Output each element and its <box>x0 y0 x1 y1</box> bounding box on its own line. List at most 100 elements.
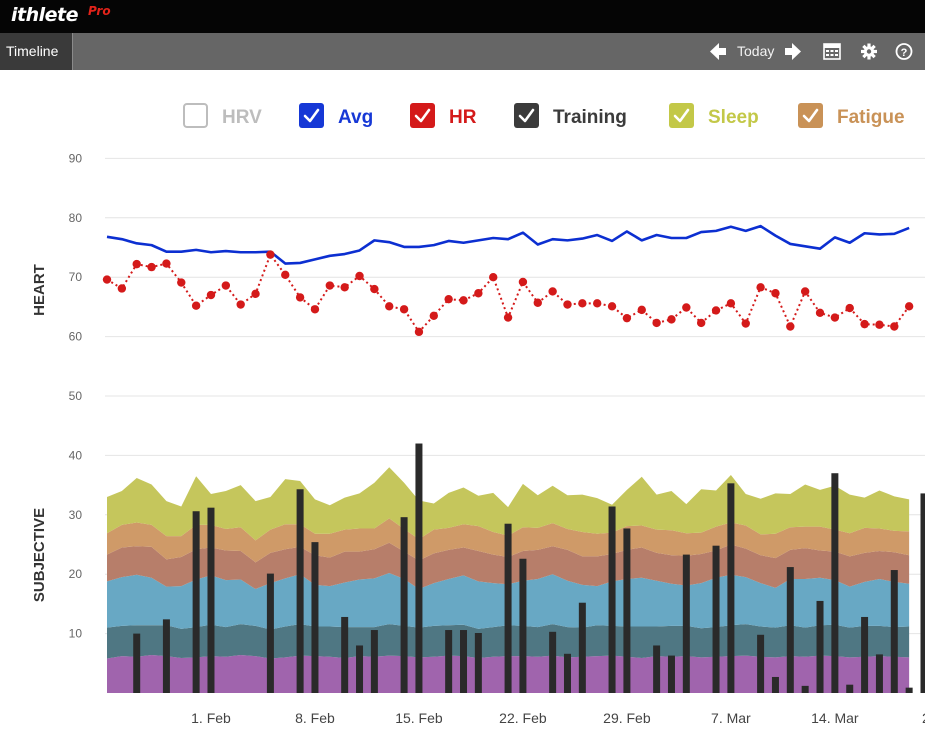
hr-point <box>904 302 914 311</box>
hr-point <box>385 302 394 311</box>
hr-point <box>429 311 438 321</box>
hr-point <box>340 283 349 292</box>
hr-point <box>503 313 513 322</box>
hr-point <box>310 305 320 314</box>
hr-point <box>607 302 617 311</box>
hr-point <box>563 300 572 309</box>
legend-label: Fatigue <box>837 107 905 128</box>
legend-hrv[interactable]: HRV <box>183 103 262 128</box>
training-bar <box>801 685 809 693</box>
hr-point <box>890 322 899 331</box>
training-bar <box>474 633 482 693</box>
training-bar <box>563 653 571 693</box>
x-tick-label-cut: 2 <box>922 710 925 726</box>
y-tick-label: 80 <box>69 211 83 225</box>
training-bar <box>712 545 720 693</box>
hr-point <box>370 284 379 294</box>
hr-point <box>206 290 216 300</box>
hr-point <box>845 303 854 313</box>
x-tick-label: 22. Feb <box>499 710 547 726</box>
hr-point <box>102 275 112 284</box>
help-icon[interactable]: ? <box>894 40 914 63</box>
hr-point <box>800 287 810 296</box>
x-tick-label: 14. Mar <box>811 710 859 726</box>
hr-point <box>682 303 691 312</box>
legend-checkbox <box>299 103 324 128</box>
hr-point <box>726 299 736 308</box>
axes: 10 20 30 40 50 60 70 80 90 1. Feb 8. Feb 15. Feb 22.… <box>31 151 925 726</box>
check-icon <box>518 108 535 123</box>
hr-point <box>637 305 646 315</box>
timeline-chart: 10 20 30 40 50 60 70 80 90 1. Feb 8. Feb 15. Feb 22.… <box>31 103 925 726</box>
hr-point <box>266 250 275 259</box>
hr-point <box>355 271 364 281</box>
training-bar <box>400 517 408 693</box>
training-bar <box>460 630 468 693</box>
y-tick-label: 60 <box>69 330 83 344</box>
hr-point <box>162 259 171 268</box>
calendar-icon[interactable] <box>822 40 842 63</box>
y-tick-label: 30 <box>69 508 83 522</box>
hr-point <box>711 306 721 315</box>
x-tick-label: 7. Mar <box>711 710 751 726</box>
training-bar <box>727 483 735 693</box>
legend-avg[interactable]: Avg <box>299 103 373 128</box>
training-bar <box>192 511 200 693</box>
legend-checkbox <box>410 103 435 128</box>
hr-point <box>281 270 290 280</box>
training-bar <box>341 616 349 693</box>
legend-label: HR <box>449 107 477 128</box>
arrow-left-icon[interactable] <box>708 40 728 63</box>
hr-point <box>414 327 424 337</box>
hr-point <box>489 273 498 282</box>
hr-point <box>117 284 127 293</box>
training-bar <box>757 634 765 693</box>
y-tick-label: 90 <box>69 151 83 165</box>
hr-point <box>399 305 409 314</box>
legend-hr[interactable]: HR <box>410 103 477 128</box>
today-button[interactable]: Today <box>737 43 775 59</box>
training-bar <box>445 630 453 693</box>
training-bars <box>133 443 925 693</box>
training-bar <box>266 573 274 693</box>
x-tick-label: 29. Feb <box>603 710 651 726</box>
training-bar <box>519 558 527 693</box>
x-tick-label: 1. Feb <box>191 710 231 726</box>
arrow-right-icon[interactable] <box>783 40 803 63</box>
x-tick-label: 8. Feb <box>295 710 335 726</box>
legend-sleep[interactable]: Sleep <box>669 103 759 128</box>
legend-training[interactable]: Training <box>514 103 627 128</box>
hr-point <box>251 289 260 299</box>
hr-point <box>191 301 201 310</box>
training-bar <box>667 655 675 693</box>
y-axis-title-heart: HEART <box>31 264 48 316</box>
hr-point <box>533 298 542 307</box>
training-bar <box>370 630 378 693</box>
training-bar <box>861 616 869 693</box>
check-icon <box>673 108 690 123</box>
tab-timeline[interactable]: Timeline <box>0 33 73 70</box>
training-bar <box>890 570 898 693</box>
hr-point <box>325 281 335 290</box>
training-bar <box>816 600 824 693</box>
hr-point <box>132 259 141 269</box>
hr-point <box>771 289 780 298</box>
y-tick-label: 10 <box>69 627 83 641</box>
training-bar <box>356 645 364 693</box>
area-layer-sleep <box>107 467 910 541</box>
hr-point <box>756 283 765 292</box>
training-bar <box>296 489 304 693</box>
gear-icon[interactable] <box>859 40 879 63</box>
training-bar <box>875 654 883 693</box>
heart-lines <box>102 224 914 337</box>
legend-fatigue[interactable]: Fatigue <box>798 103 905 128</box>
hr-point <box>474 289 483 298</box>
legend: HRV Avg HR Training Sleep Fatigue <box>183 103 905 128</box>
hr-point <box>593 299 602 308</box>
training-bar <box>207 507 215 693</box>
svg-text:?: ? <box>901 47 908 59</box>
y-axis-title-subjective: SUBJECTIVE <box>31 508 48 602</box>
training-bar <box>504 523 512 693</box>
brand-logo: ithlete <box>11 4 79 26</box>
training-bar <box>920 493 925 693</box>
